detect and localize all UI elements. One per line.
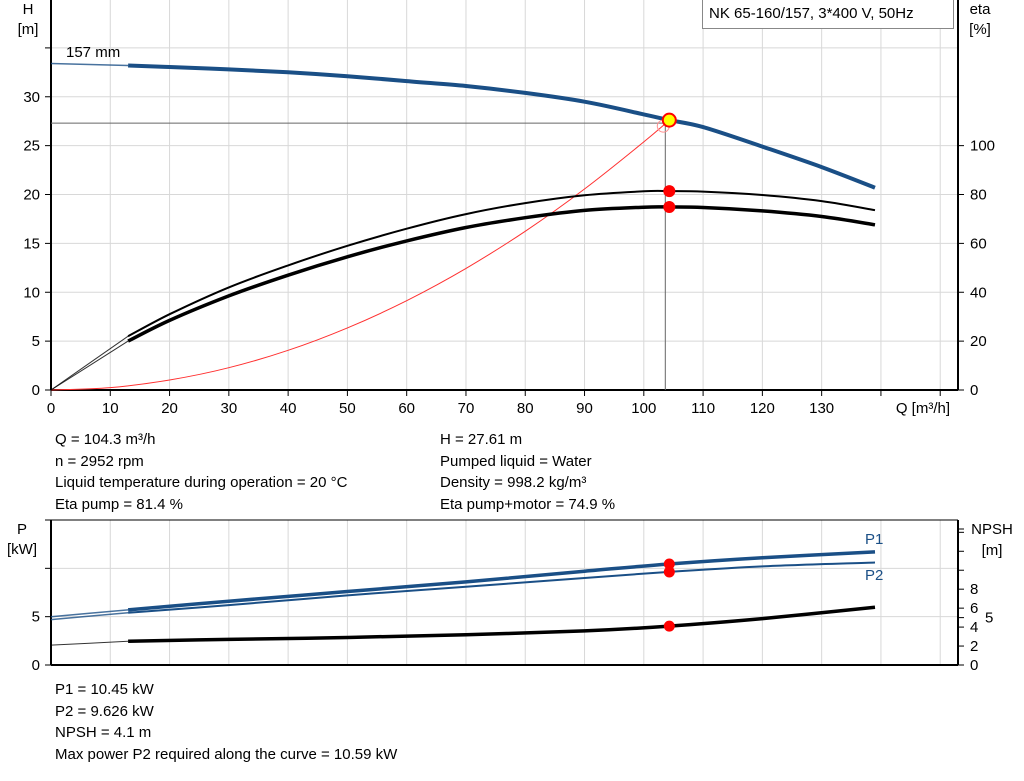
info-eta-pump-motor: Eta pump+motor = 74.9 % [440,495,616,513]
eta-pump-curve-extrapolated [50,335,129,391]
eta-pump-motor-curve-extrapolated [50,340,129,391]
y-tick-label-right: 80 [970,187,987,204]
info-temperature: Liquid temperature during operation = 20… [55,474,348,491]
x-tick-label: 30 [220,400,237,417]
x-tick-label: 120 [750,400,775,417]
info-flow: Q = 104.3 m³/h [55,431,156,448]
operating-point-marker [661,112,677,128]
y-tick-label-right: 8 [970,581,978,598]
y-tick-label-right: 0 [970,382,978,399]
x-tick-label: 60 [398,400,415,417]
x-tick-label: 80 [517,400,534,417]
x-tick-label: 0 [47,400,55,417]
y-tick-label-right: 4 [970,619,978,636]
y-tick-label-right: 40 [970,284,987,301]
operating-marker [663,558,675,570]
y-axis-label-right: eta [970,1,992,18]
head-curve [128,63,876,190]
info-top-left: Q = 104.3 m³/h n = 2952 rpm Liquid tempe… [55,429,347,515]
y-tick-label-right: 5 [985,610,993,627]
x-tick-label: 20 [161,400,178,417]
p2-curve [128,561,876,614]
y-tick-label-left: 5 [32,333,40,350]
y-axis-label-power-unit: [kW] [7,541,37,558]
info-head: H = 27.61 m [440,431,523,448]
x-tick-label: 90 [576,400,593,417]
y-tick-label-left: 5 [32,609,40,626]
y-tick-label-left: 10 [23,284,40,301]
info-p1: P1 = 10.45 kW [55,681,154,698]
p2-label: P2 [865,567,883,584]
x-tick-label: 130 [809,400,834,417]
x-tick-label: 100 [631,400,656,417]
x-tick-label: 110 [691,400,715,417]
npsh-curve-extrapolated [50,640,129,646]
p1-curve-extrapolated [50,609,129,618]
y-tick-label-right: 100 [970,138,995,155]
x-tick-label: 40 [280,400,297,417]
y-tick-label-left: 0 [32,657,40,674]
y-axis-label-npsh: NPSH [971,521,1013,538]
operating-marker [663,566,675,578]
x-tick-label: 50 [339,400,356,417]
info-density: Density = 998.2 kg/m³ [440,474,587,491]
y-axis-label-left-unit: [m] [18,21,39,38]
eta-pump-motor-curve [127,205,876,343]
y-tick-label-right: 0 [970,657,978,674]
info-p2: P2 = 9.626 kW [55,702,154,720]
pump-legend: NK 65-160/157, 3*400 V, 50Hz [702,0,954,29]
y-axis-label-power: P [17,521,27,538]
head-curve-extrapolated [50,62,129,67]
info-eta-pump: Eta pump = 81.4 % [55,495,183,513]
x-axis-label: Q [m³/h] [896,400,950,417]
info-speed: n = 2952 rpm [55,452,144,470]
eta-operating-marker [663,185,676,198]
curve-label-impeller: 157 mm [66,44,120,61]
y-axis-label-right-unit: [%] [969,21,991,38]
y-tick-label-right: 6 [970,600,978,617]
y-tick-label-right: 60 [970,235,987,252]
info-liquid: Pumped liquid = Water [440,452,592,470]
p2-curve-extrapolated [50,612,129,621]
y-tick-label-left: 30 [23,89,40,106]
y-tick-label-left: 15 [23,235,40,252]
y-axis-label-npsh-unit: [m] [982,542,1003,559]
info-bottom: P1 = 10.45 kW P2 = 9.626 kW NPSH = 4.1 m… [55,679,397,765]
y-axis-label-left: H [23,1,34,18]
y-tick-label-left: 25 [23,138,40,155]
system-curve [50,119,670,391]
p1-label: P1 [865,531,883,548]
eta-operating-marker [663,200,676,213]
y-tick-label-right: 20 [970,333,987,350]
x-tick-label: 10 [102,400,119,417]
x-tick-label: 70 [458,400,475,417]
info-npsh: NPSH = 4.1 m [55,724,152,741]
npsh-curve [128,605,876,644]
eta-pump-curve [127,189,876,338]
info-max-p2: Max power P2 required along the curve = … [55,745,398,763]
p1-curve [127,550,876,612]
y-tick-label-left: 0 [32,382,40,399]
operating-marker [663,620,675,632]
y-tick-label-right: 2 [970,638,978,655]
y-tick-label-left: 20 [23,187,40,204]
info-top-right: H = 27.61 m Pumped liquid = Water Densit… [440,429,615,515]
